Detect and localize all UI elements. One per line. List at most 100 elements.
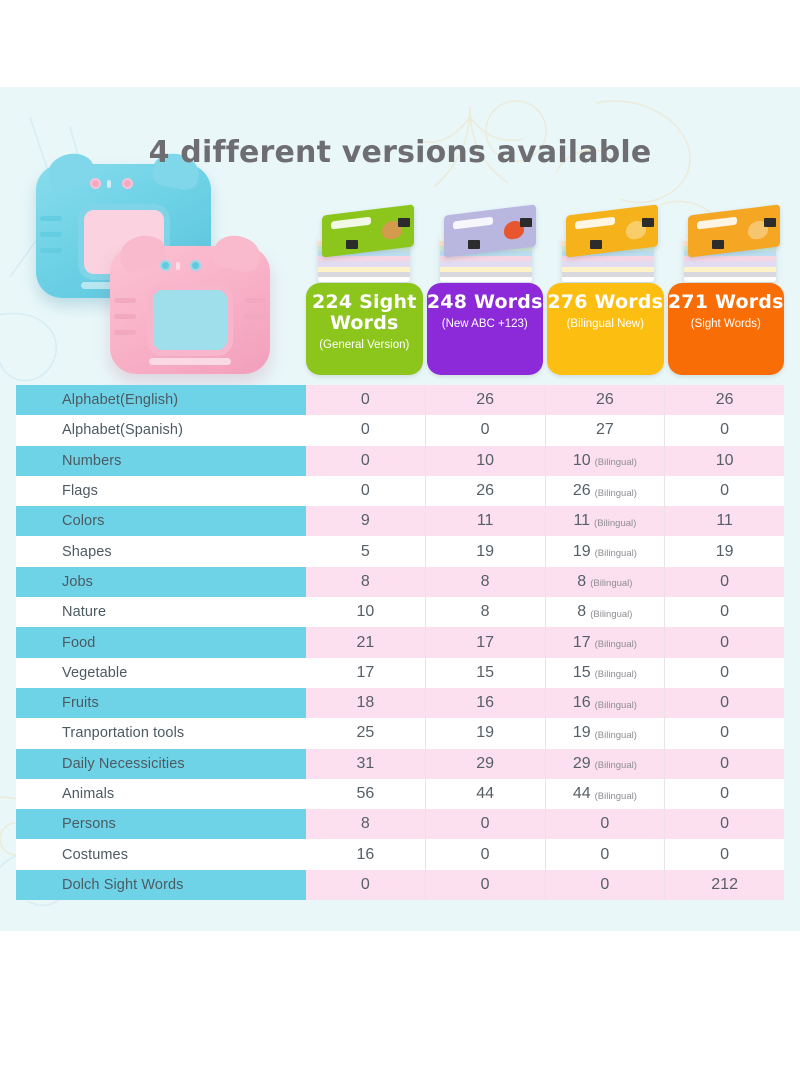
cell-value: 8 xyxy=(480,603,490,621)
row-label: Numbers xyxy=(16,445,306,476)
table-cell: 29 xyxy=(425,748,546,779)
table-row: Alphabet(Spanish) 0 0 27 0 xyxy=(16,415,784,446)
version-header-4[interactable]: 271 Words (Sight Words) xyxy=(667,283,784,375)
cell-value: 10 xyxy=(715,451,734,469)
table-row: Nature 10 8 8 (Bilingual) 0 xyxy=(16,597,784,628)
row-label: Fruits xyxy=(16,687,306,719)
table-row: Dolch Sight Words 0 0 0 212 xyxy=(16,869,784,901)
cell-value: 8 xyxy=(360,572,370,590)
table-cell: 15 xyxy=(425,657,546,688)
row-label: Jobs xyxy=(16,566,306,598)
table-cell: 29 (Bilingual) xyxy=(545,748,666,779)
cell-value: 19 xyxy=(476,724,495,742)
table-row: Costumes 16 0 0 0 xyxy=(16,839,784,870)
cell-value: 0 xyxy=(360,482,370,500)
page-title: 4 different versions available xyxy=(148,135,652,170)
cell-value: 29 xyxy=(572,754,591,772)
table-row: Shapes 5 19 19 (Bilingual) 19 xyxy=(16,536,784,567)
bilingual-note: (Bilingual) xyxy=(594,790,637,802)
version-title: 276 Words xyxy=(547,291,664,313)
table-cell: 16 xyxy=(425,687,546,719)
cell-value: 15 xyxy=(476,663,495,681)
whisker-icon xyxy=(244,314,266,319)
version-header-1[interactable]: 224 Sight Words (General Version) xyxy=(306,283,423,375)
bilingual-note: (Bilingual) xyxy=(594,517,637,529)
table-cell: 9 xyxy=(306,506,426,537)
table-cell: 0 xyxy=(665,809,784,840)
table-cell: 8 (Bilingual) xyxy=(545,597,666,628)
row-values: 0 0 27 0 xyxy=(306,415,784,446)
table-row: Colors 9 11 11 (Bilingual) 11 xyxy=(16,506,784,537)
box-clip xyxy=(398,218,410,227)
row-label: Dolch Sight Words xyxy=(16,869,306,901)
cell-value: 10 xyxy=(572,451,591,469)
table-cell: 16 xyxy=(306,839,426,870)
cell-value: 0 xyxy=(480,875,490,893)
version-subtitle: (Sight Words) xyxy=(690,318,761,330)
table-cell: 26 xyxy=(665,385,784,416)
cell-value: 18 xyxy=(356,694,375,712)
cell-value: 0 xyxy=(480,845,490,863)
cell-value: 26 xyxy=(595,391,614,409)
version-subtitle: (General Version) xyxy=(319,339,410,351)
cell-value: 16 xyxy=(356,845,375,863)
cell-value: 26 xyxy=(715,391,734,409)
cell-value: 10 xyxy=(476,451,495,469)
cell-value: 19 xyxy=(572,542,591,560)
cell-value: 19 xyxy=(715,542,734,560)
bilingual-note: (Bilingual) xyxy=(594,760,637,772)
device-screen xyxy=(147,283,233,356)
row-values: 0 26 26 (Bilingual) 0 xyxy=(306,475,784,507)
cell-value: 8 xyxy=(360,815,370,833)
version-header-3[interactable]: 276 Words (Bilingual New) xyxy=(547,283,664,375)
box-clip xyxy=(520,218,532,227)
row-values: 25 19 19 (Bilingual) 0 xyxy=(306,718,784,749)
row-label: Costumes xyxy=(16,839,306,870)
cell-value: 0 xyxy=(720,421,730,439)
table-row: Numbers 0 10 10 (Bilingual) 10 xyxy=(16,445,784,476)
table-row: Jobs 8 8 8 (Bilingual) 0 xyxy=(16,566,784,598)
table-cell: 11 xyxy=(665,506,784,537)
device-button-icon xyxy=(190,260,201,271)
bilingual-note: (Bilingual) xyxy=(594,548,637,560)
cell-value: 31 xyxy=(356,754,375,772)
table-cell: 15 (Bilingual) xyxy=(545,657,666,688)
table-cell: 17 xyxy=(425,627,546,658)
version-header-2[interactable]: 248 Words (New ABC +123) xyxy=(426,283,543,375)
row-values: 5 19 19 (Bilingual) 19 xyxy=(306,536,784,567)
table-cell: 0 xyxy=(425,809,546,840)
table-cell: 21 xyxy=(306,627,426,658)
cat-ear-icon xyxy=(210,231,264,275)
table-cell: 0 xyxy=(665,748,784,779)
cell-value: 0 xyxy=(720,754,730,772)
table-cell: 8 xyxy=(306,809,426,840)
version-header-row: 224 Sight Words (General Version) 248 Word… xyxy=(306,283,784,375)
cell-value: 27 xyxy=(595,421,614,439)
cell-value: 0 xyxy=(360,421,370,439)
table-cell: 17 xyxy=(306,657,426,688)
card-box-purple xyxy=(438,196,538,284)
row-values: 0 0 0 212 xyxy=(306,869,784,901)
cell-value: 0 xyxy=(360,875,370,893)
whisker-icon xyxy=(114,298,136,303)
table-cell: 26 xyxy=(545,385,666,416)
bilingual-note: (Bilingual) xyxy=(590,608,633,620)
device-button-icon xyxy=(90,178,101,189)
cell-value: 16 xyxy=(476,694,495,712)
table-cell: 8 xyxy=(425,566,546,598)
table-cell: 0 xyxy=(425,415,546,446)
table-cell: 0 xyxy=(665,475,784,507)
cell-value: 16 xyxy=(572,694,591,712)
led-indicator-icon xyxy=(107,180,111,188)
table-cell: 25 xyxy=(306,718,426,749)
table-row: Alphabet(English) 0 26 26 26 xyxy=(16,385,784,416)
whisker-icon xyxy=(40,216,62,221)
cell-value: 17 xyxy=(356,663,375,681)
table-cell: 0 xyxy=(665,597,784,628)
table-row: Daily Necessicities 31 29 29 (Bilingual) 0 xyxy=(16,748,784,779)
cell-value: 0 xyxy=(480,421,490,439)
whisker-icon xyxy=(40,248,62,253)
pink-flashcard-reader xyxy=(110,231,270,374)
bilingual-note: (Bilingual) xyxy=(590,578,633,590)
table-cell: 0 xyxy=(306,445,426,476)
